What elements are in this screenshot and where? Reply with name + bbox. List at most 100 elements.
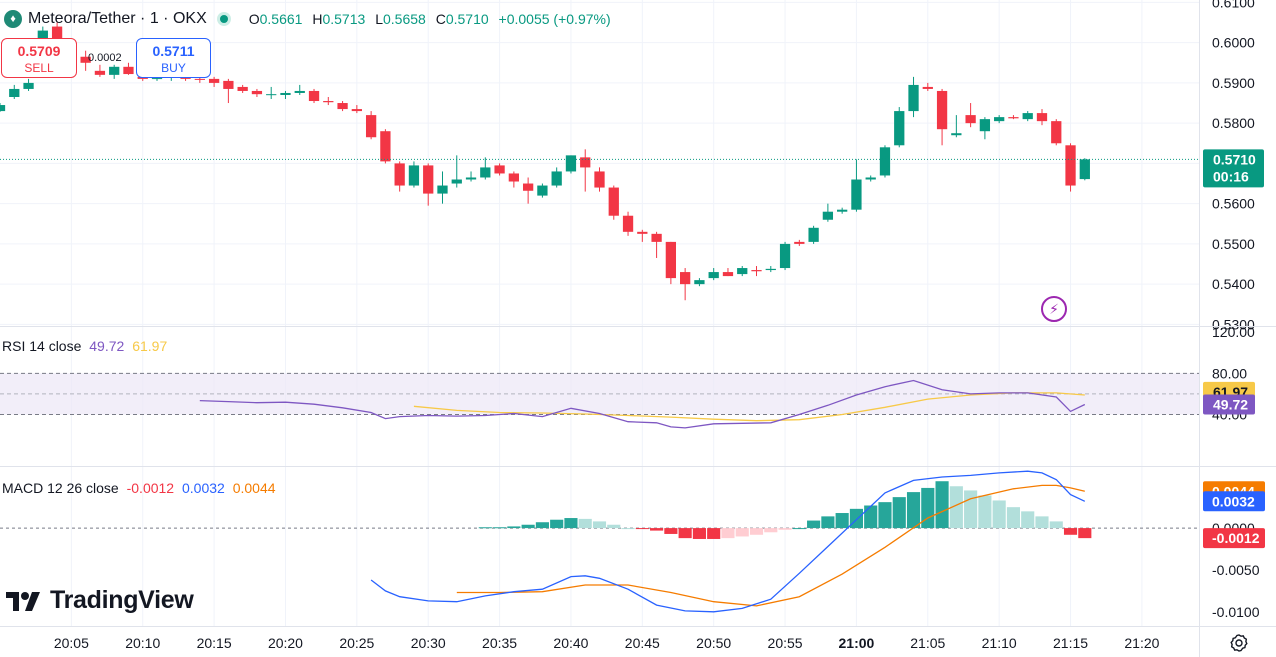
candle-body (51, 26, 63, 47)
price-tick-label: 0.5300 (1212, 316, 1255, 332)
candle-body (223, 80, 234, 89)
macd-histogram-bar (550, 519, 564, 529)
macd-tick-label: -0.0050 (1212, 562, 1260, 578)
symbol-title[interactable]: Meteora/Tether · 1 · OKX (28, 10, 207, 27)
macd-line (370, 470, 1086, 613)
candle-body (337, 103, 348, 110)
macd-histogram-bar (778, 528, 792, 530)
candle-body (123, 66, 134, 75)
time-tick-label: 20:15 (197, 635, 232, 651)
time-tick-label: 20:25 (339, 635, 374, 651)
time-tick-label: 21:00 (839, 635, 875, 651)
live-dot-icon (216, 12, 231, 26)
macd-histogram-bar (1035, 516, 1049, 529)
price-tick-label: 0.5800 (1212, 115, 1255, 131)
rsi-line (199, 379, 1086, 429)
macd-histogram-bar (821, 516, 835, 529)
tradingview-logo[interactable]: TradingView (6, 586, 194, 615)
macd-tick-label: -0.0100 (1212, 604, 1260, 620)
candle-body (551, 171, 562, 186)
candle-body (1065, 145, 1076, 186)
countdown-label: 00:16 (1213, 168, 1249, 184)
candle-body (308, 90, 320, 102)
ohlc-low-value: 0.5658 (382, 11, 426, 27)
macd-histogram-bar (621, 528, 635, 530)
ohlc-close-key: C (435, 11, 446, 27)
price-tick-label: 0.6000 (1212, 35, 1255, 51)
macd-histogram-bar (735, 528, 749, 537)
candle-body (794, 241, 805, 244)
macd-badge (1203, 491, 1265, 512)
candle-body (565, 155, 577, 172)
candle-body (294, 90, 305, 93)
ohlc-low-key: L (375, 11, 383, 27)
buy-label: BUY (161, 61, 186, 75)
macd-histogram-bar (521, 524, 535, 529)
macd-line-value: 0.0032 (181, 480, 225, 496)
sell-button[interactable]: 0.5709 SELL (1, 38, 77, 78)
macd-histogram-bar (792, 528, 806, 530)
candle-body (1008, 117, 1019, 119)
macd-histogram-bar (892, 497, 906, 529)
time-tick-label: 20:35 (482, 635, 517, 651)
lightning-icon[interactable]: ⚡ (1041, 296, 1067, 322)
macd-histogram-bar (935, 481, 949, 529)
macd-histogram-bar (1063, 528, 1078, 535)
candle-body (894, 111, 905, 146)
candle-body (494, 165, 505, 174)
sell-price: 0.5709 (17, 43, 61, 59)
candle-body (351, 109, 362, 112)
macd-legend[interactable]: MACD 12 26 close -0.0012 0.0032 0.0044 (2, 480, 276, 496)
candle-body (451, 179, 462, 184)
macd-histogram-bar (849, 508, 863, 529)
candle-body (323, 101, 334, 103)
settings-gear-icon[interactable] (1230, 634, 1248, 652)
time-tick-label: 20:05 (54, 635, 89, 651)
time-tick-label: 21:05 (910, 635, 945, 651)
candle-body (0, 105, 6, 112)
macd-histogram-bar (478, 527, 492, 529)
ohlc-change: +0.0055 (+0.97%) (498, 11, 611, 27)
candle-body (465, 177, 477, 180)
candle-body (1022, 113, 1033, 120)
candle-body (266, 94, 277, 96)
macd-badge-label: -0.0012 (1212, 530, 1260, 546)
macd-histogram-bar (650, 528, 664, 531)
time-tick-label: 20:10 (125, 635, 160, 651)
macd-histogram-bar (921, 487, 935, 529)
candle-body (851, 179, 862, 210)
time-tick-label: 20:40 (553, 635, 588, 651)
price-tick-label: 0.5500 (1212, 236, 1255, 252)
macd-histogram-bar (1078, 528, 1092, 539)
candle-body (651, 233, 662, 242)
buy-button[interactable]: 0.5711 BUY (136, 38, 211, 78)
macd-histogram-bar (835, 513, 849, 529)
candle-body (994, 117, 1005, 122)
candle-body (865, 177, 876, 180)
ohlc-open-key: O (248, 11, 260, 27)
candle-body (1036, 113, 1048, 122)
time-tick-label: 20:50 (696, 635, 731, 651)
candle-body (694, 280, 705, 285)
candle-body (922, 86, 933, 89)
meteora-logo-icon: ♦ (4, 10, 22, 28)
candle-body (580, 157, 591, 168)
candle-body (408, 165, 420, 186)
macd-histogram-bar (964, 490, 978, 529)
macd-histogram-bar (992, 500, 1006, 529)
macd-histogram-bar (707, 528, 721, 539)
rsi-tick-label: 120.00 (1212, 324, 1255, 340)
candle-body (936, 90, 948, 130)
macd-hist-value: -0.0012 (126, 480, 175, 496)
price-tick-label: 0.5400 (1212, 276, 1255, 292)
candle-body (808, 227, 819, 242)
macd-histogram-bar (692, 528, 706, 539)
macd-signal-line (456, 484, 1085, 607)
rsi-legend[interactable]: RSI 14 close 49.72 61.97 (2, 338, 167, 354)
candle-body (1051, 121, 1062, 144)
time-tick-label: 21:20 (1124, 635, 1159, 651)
macd-histogram-bar (906, 492, 921, 529)
macd-badge (1203, 528, 1265, 549)
macd-histogram-bar (507, 526, 521, 529)
